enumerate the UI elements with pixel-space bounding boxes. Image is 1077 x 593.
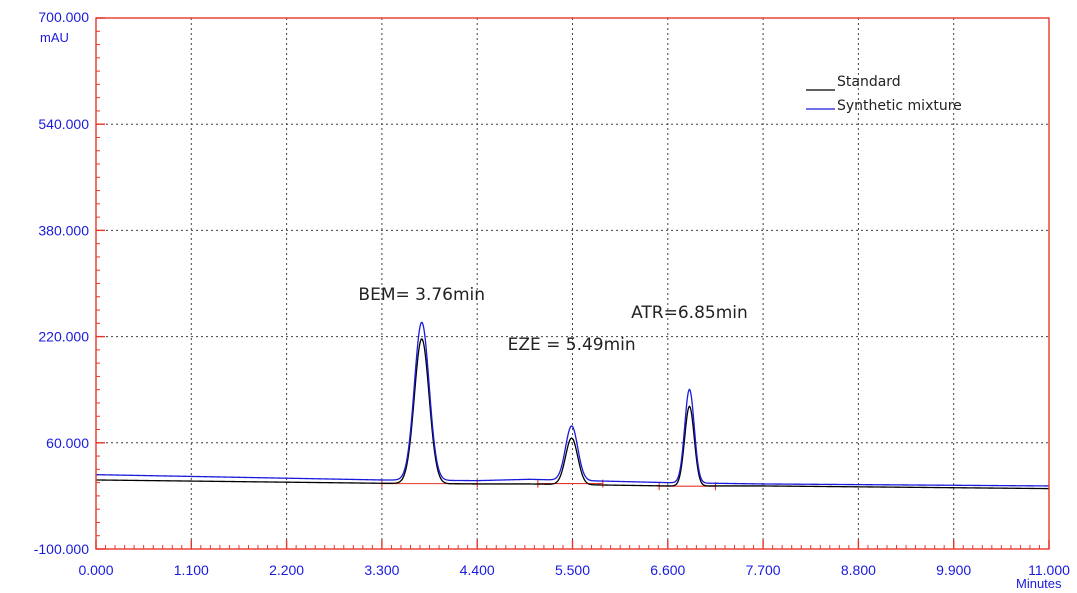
x-tick-label: 4.400	[460, 562, 495, 578]
x-tick-label: 6.600	[650, 562, 685, 578]
y-axis-labels: 700.000 540.000 380.000 220.000 60.000 -100.0…	[34, 9, 89, 557]
peak-annotation: ATR=6.85min	[631, 303, 748, 323]
x-tick-label: 7.700	[746, 562, 781, 578]
x-tick-label: 1.100	[174, 562, 209, 578]
legend-label-synthetic: Synthetic mixture	[837, 98, 962, 114]
x-tick-label: 8.800	[841, 562, 876, 578]
x-tick-label: 5.500	[555, 562, 590, 578]
plot-frame	[95, 17, 1050, 550]
series-line-standard	[95, 338, 1050, 490]
grid	[96, 18, 1049, 549]
x-tick-label: 3.300	[364, 562, 399, 578]
peak-annotation: EZE = 5.49min	[508, 335, 636, 355]
y-tick-label: 60.000	[46, 435, 89, 451]
x-unit-label: Minutes	[1016, 576, 1062, 591]
x-tick-label: 2.200	[269, 562, 304, 578]
y-tick-label: 220.000	[38, 329, 89, 345]
series-line-synthetic-mixture	[95, 321, 1049, 487]
x-tick-label: 11.000	[1028, 562, 1070, 578]
x-tick-label: 0.000	[78, 562, 113, 578]
series-lines	[95, 321, 1050, 490]
y-unit-label: mAU	[40, 30, 69, 45]
legend-label-standard: Standard	[837, 74, 901, 90]
x-axis-labels: 0.000 1.100 2.200 3.300 4.400 5.500 6.600 7.700…	[78, 562, 1070, 578]
y-tick-label: 380.000	[38, 222, 89, 238]
peak-annotations: BEM= 3.76min EZE = 5.49min ATR=6.85min	[358, 285, 747, 355]
peak-annotation: BEM= 3.76min	[358, 285, 485, 305]
y-tick-label: -100.000	[34, 541, 89, 557]
y-tick-label: 540.000	[38, 116, 89, 132]
x-tick-label: 9.900	[936, 562, 971, 578]
legend: Standard Synthetic mixture	[806, 74, 962, 114]
y-tick-label: 700.000	[38, 9, 89, 25]
